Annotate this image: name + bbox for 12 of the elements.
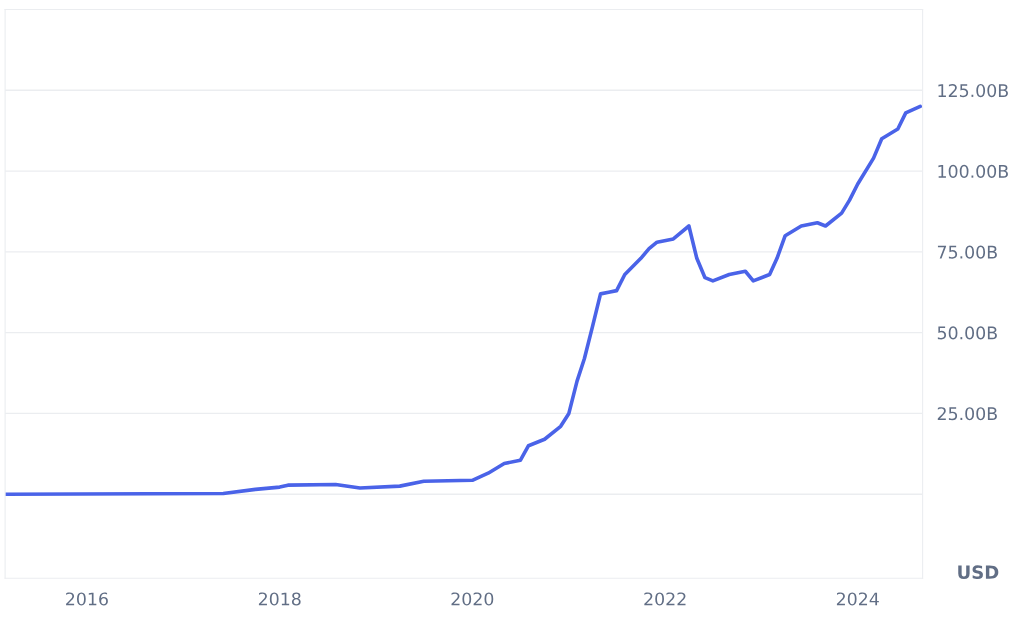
x-tick-label: 2024 (836, 592, 879, 606)
x-tick-label: 2016 (66, 592, 108, 606)
y-tick-label: 75.00B (937, 245, 997, 259)
line-series (5, 104, 923, 497)
y-tick-label: 25.00B (937, 407, 997, 421)
x-tick-label: 2020 (451, 592, 494, 606)
x-tick-label: 2022 (644, 592, 686, 606)
y-tick-label: 50.00B (937, 326, 997, 340)
text: USD (958, 565, 999, 580)
x-tick-label: 2018 (258, 592, 301, 606)
y-tick-label: 125.00B (938, 84, 1008, 98)
y-tick-label: 100.00B (938, 164, 1008, 178)
